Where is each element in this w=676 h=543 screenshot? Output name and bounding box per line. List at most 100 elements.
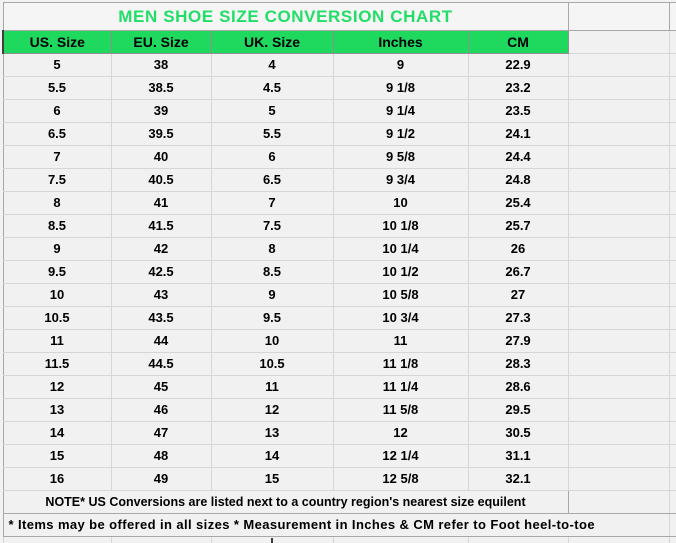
empty-cell xyxy=(668,2,676,31)
table-cell: 9 xyxy=(210,283,334,307)
empty-cell xyxy=(669,513,676,537)
table-row: 5 38 4 9 22.9 xyxy=(2,53,676,77)
table-cell: 31.1 xyxy=(467,444,569,468)
table-row: 9 42 8 10 1/4 26 xyxy=(2,237,676,261)
empty-cell xyxy=(668,467,676,491)
empty-cell xyxy=(467,536,569,543)
empty-cell xyxy=(668,99,676,123)
page-title: MEN SHOE SIZE CONVERSION CHART xyxy=(2,2,569,31)
empty-cell xyxy=(668,214,676,238)
table-cell: 8.5 xyxy=(210,260,334,284)
empty-cell xyxy=(567,168,670,192)
empty-cell xyxy=(668,53,676,77)
table-cell: 24.4 xyxy=(467,145,569,169)
empty-cell xyxy=(668,237,676,261)
table-cell: 16 xyxy=(2,467,112,491)
table-cell: 23.2 xyxy=(467,76,569,100)
column-header-cm: CM xyxy=(467,30,569,54)
empty-cell xyxy=(567,283,670,307)
empty-cell xyxy=(567,398,670,422)
table-row: 7.5 40.5 6.5 9 3/4 24.8 xyxy=(2,168,676,192)
table-cell: 39.5 xyxy=(110,122,212,146)
empty-cell xyxy=(668,536,676,543)
table-cell: 12 5/8 xyxy=(332,467,469,491)
empty-cell xyxy=(668,375,676,399)
table-cell: 48 xyxy=(110,444,212,468)
empty-cell xyxy=(567,76,670,100)
empty-cell xyxy=(567,352,670,376)
table-cell: 7 xyxy=(2,145,112,169)
table-cell: 10.5 xyxy=(2,306,112,330)
empty-cell xyxy=(567,214,670,238)
table-cell: 10 xyxy=(332,191,469,215)
empty-cell xyxy=(668,260,676,284)
table-row: 13 46 12 11 5/8 29.5 xyxy=(2,398,676,422)
table-cell: 5.5 xyxy=(2,76,112,100)
empty-cell xyxy=(668,76,676,100)
column-header-us-size: US. Size xyxy=(2,30,112,54)
table-cell: 10 1/2 xyxy=(332,260,469,284)
empty-cell xyxy=(567,444,670,468)
table-row: 10 43 9 10 5/8 27 xyxy=(2,283,676,307)
table-cell: 5.5 xyxy=(210,122,334,146)
table-cell: 11 1/8 xyxy=(332,352,469,376)
empty-cell xyxy=(567,2,670,31)
empty-cell xyxy=(668,30,676,54)
table-row: 8.5 41.5 7.5 10 1/8 25.7 xyxy=(2,214,676,238)
table-cell: 41.5 xyxy=(110,214,212,238)
table-cell: 39 xyxy=(110,99,212,123)
table-cell: 42 xyxy=(110,237,212,261)
table-cell: 14 xyxy=(2,421,112,445)
stray-mark xyxy=(271,538,273,543)
table-cell: 9.5 xyxy=(2,260,112,284)
table-cell: 12 xyxy=(210,398,334,422)
table-cell: 49 xyxy=(110,467,212,491)
table-cell: 9 1/2 xyxy=(332,122,469,146)
table-row: 10.5 43.5 9.5 10 3/4 27.3 xyxy=(2,306,676,330)
empty-cell xyxy=(110,536,212,543)
table-cell: 23.5 xyxy=(467,99,569,123)
table-cell: 24.1 xyxy=(467,122,569,146)
empty-cell xyxy=(568,513,670,537)
empty-cell xyxy=(668,191,676,215)
table-cell: 27 xyxy=(467,283,569,307)
table-cell: 10 xyxy=(2,283,112,307)
table-row: 15 48 14 12 1/4 31.1 xyxy=(2,444,676,468)
table-cell: 42.5 xyxy=(110,260,212,284)
table-cell: 8.5 xyxy=(2,214,112,238)
table-row: 16 49 15 12 5/8 32.1 xyxy=(2,467,676,491)
table-cell: 28.3 xyxy=(467,352,569,376)
table-cell: 15 xyxy=(210,467,334,491)
table-cell: 15 xyxy=(2,444,112,468)
table-cell: 9.5 xyxy=(210,306,334,330)
table-cell: 10 3/4 xyxy=(332,306,469,330)
table-row: 11 44 10 11 27.9 xyxy=(2,329,676,353)
table-cell: 28.6 xyxy=(467,375,569,399)
table-cell: 10 xyxy=(210,329,334,353)
note-row-1: NOTE* US Conversions are listed next to … xyxy=(2,490,676,514)
table-row: 7 40 6 9 5/8 24.4 xyxy=(2,145,676,169)
table-cell: 7.5 xyxy=(210,214,334,238)
table-cell: 8 xyxy=(210,237,334,261)
empty-cell xyxy=(668,444,676,468)
table-cell: 24.8 xyxy=(467,168,569,192)
table-row: 14 47 13 12 30.5 xyxy=(2,421,676,445)
table-cell: 29.5 xyxy=(467,398,569,422)
table-cell: 11 5/8 xyxy=(332,398,469,422)
table-cell: 43 xyxy=(110,283,212,307)
empty-cell xyxy=(668,352,676,376)
table-cell: 41 xyxy=(110,191,212,215)
empty-cell xyxy=(567,53,670,77)
table-row: 12 45 11 11 1/4 28.6 xyxy=(2,375,676,399)
table-cell: 8 xyxy=(2,191,112,215)
table-cell: 27.3 xyxy=(467,306,569,330)
partial-grid-row xyxy=(2,536,676,543)
table-row: 6.5 39.5 5.5 9 1/2 24.1 xyxy=(2,122,676,146)
empty-cell xyxy=(567,145,670,169)
table-row: 11.5 44.5 10.5 11 1/8 28.3 xyxy=(2,352,676,376)
empty-cell xyxy=(668,168,676,192)
column-header-eu-size: EU. Size xyxy=(110,30,212,54)
note-text-2-label: * Items may be offered in all sizes * Me… xyxy=(8,517,595,532)
table-cell: 25.7 xyxy=(467,214,569,238)
table-cell: 9 1/8 xyxy=(332,76,469,100)
